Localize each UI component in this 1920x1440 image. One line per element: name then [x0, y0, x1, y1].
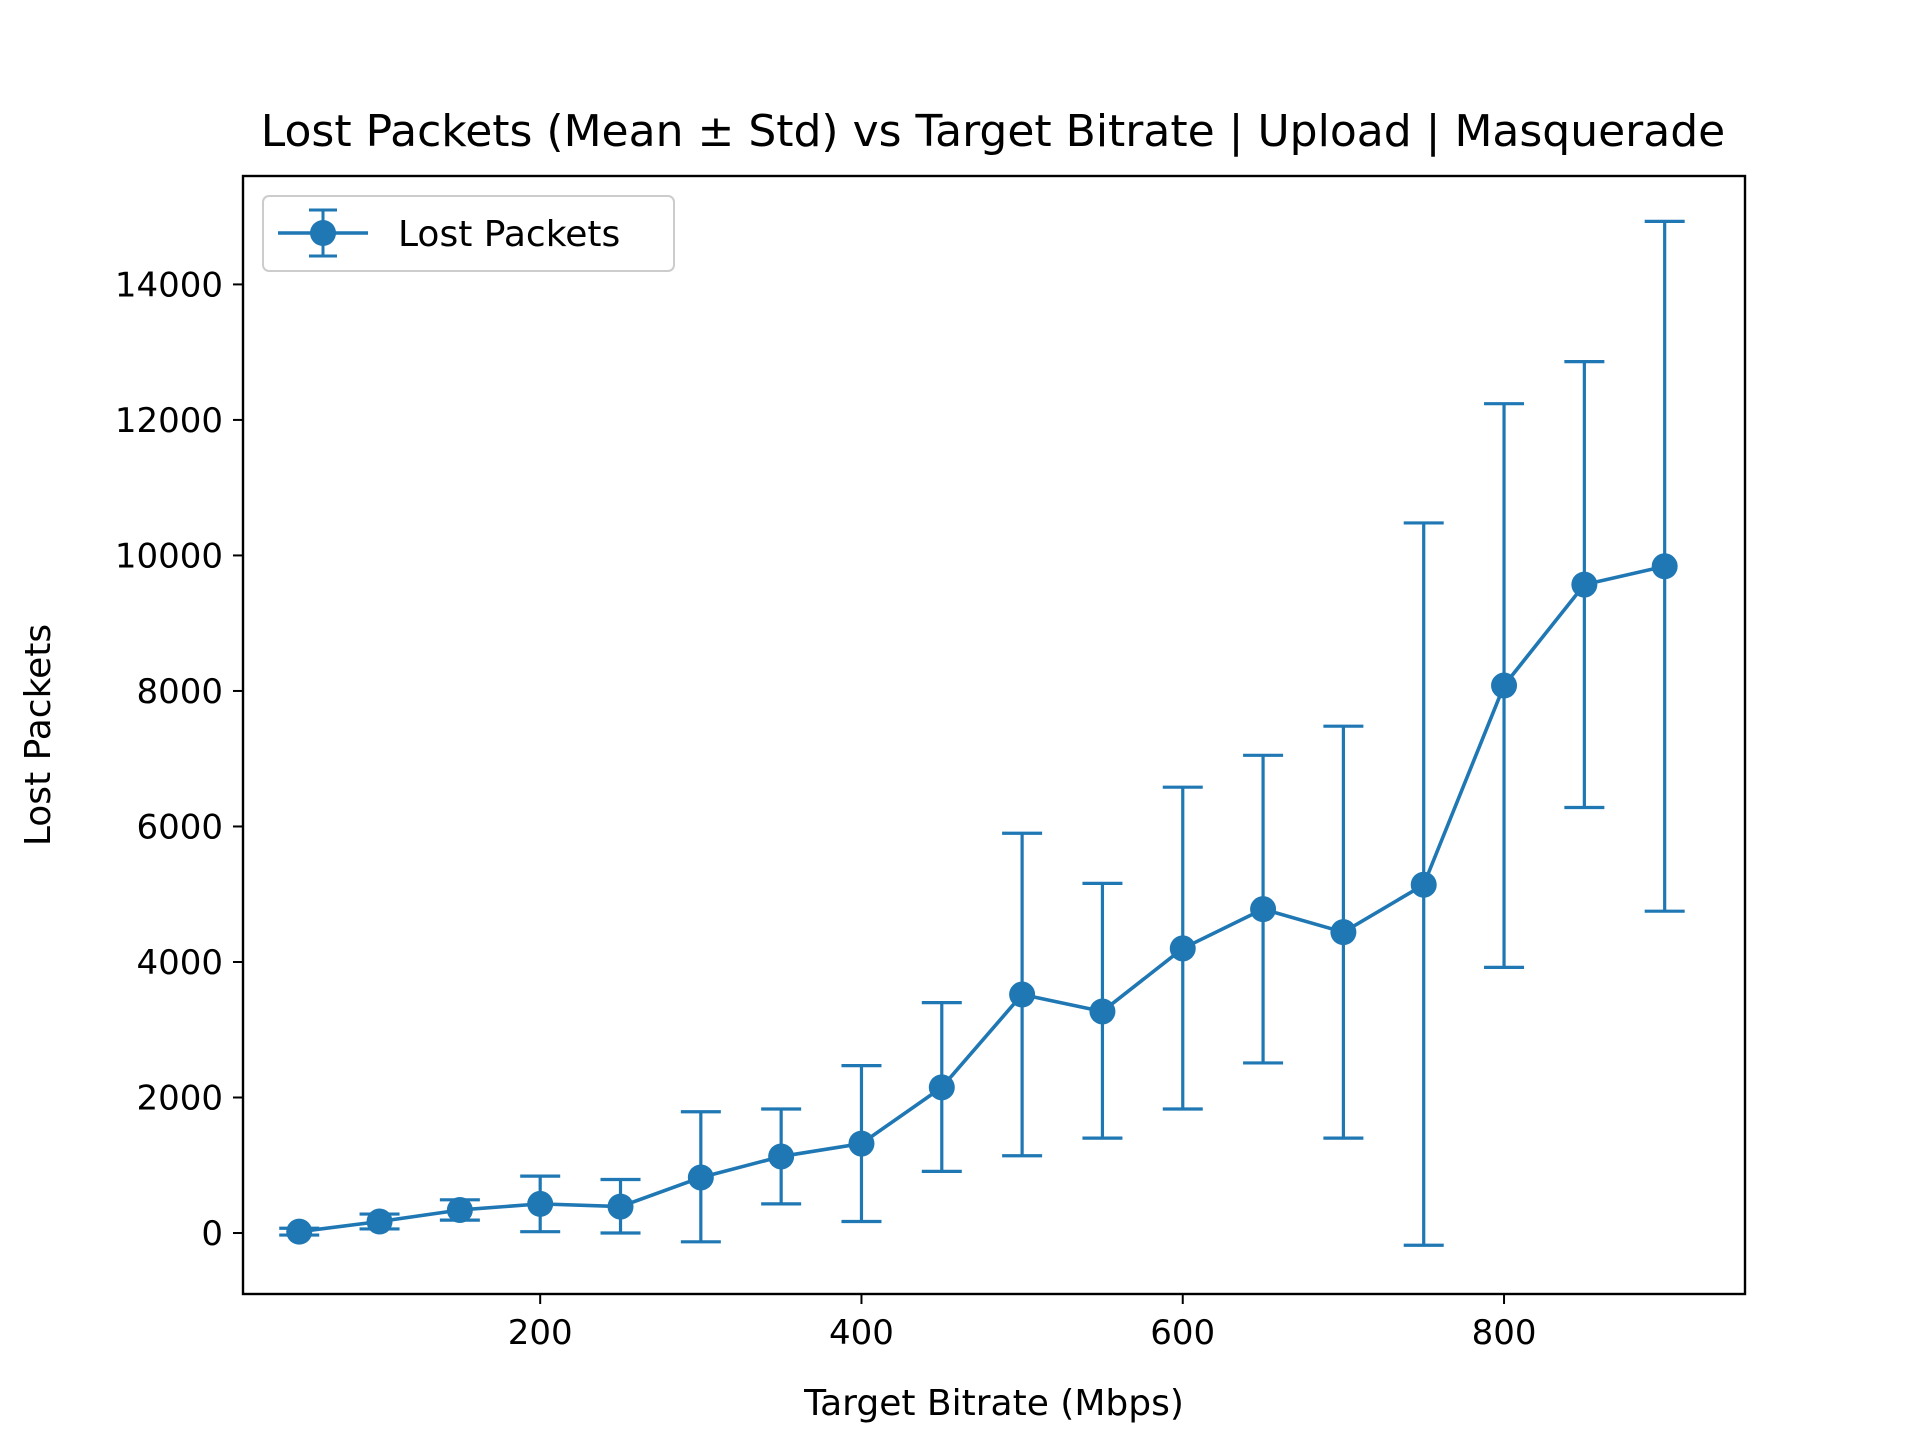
chart-title: Lost Packets (Mean ± Std) vs Target Bitr…	[261, 106, 1725, 157]
legend-label: Lost Packets	[398, 214, 620, 255]
legend-marker	[310, 220, 336, 246]
x-tick-label: 800	[1472, 1313, 1537, 1353]
data-point	[446, 1196, 473, 1223]
data-point	[928, 1074, 955, 1101]
series-line	[298, 564, 1666, 1234]
data-point	[286, 1218, 313, 1245]
y-tick-label: 14000	[115, 265, 223, 305]
plot-frame	[241, 174, 1747, 1296]
legend: Lost Packets	[262, 195, 675, 272]
x-tick-label: 600	[1150, 1313, 1215, 1353]
data-point	[1089, 998, 1116, 1025]
data-point	[1169, 935, 1196, 962]
plot-area	[279, 219, 1685, 1247]
data-point	[1571, 571, 1598, 598]
data-point	[1491, 672, 1518, 699]
data-point	[1330, 919, 1357, 946]
data-point	[687, 1164, 714, 1191]
y-tick-label: 12000	[115, 401, 223, 441]
y-tick-label: 8000	[136, 672, 223, 712]
y-tick-label: 0	[201, 1214, 223, 1254]
data-point	[1009, 981, 1036, 1008]
data-point	[527, 1190, 554, 1217]
y-tick-label: 10000	[115, 536, 223, 576]
axis-ticks: 200 400 600 8000200040006000800010000120001…	[115, 265, 1537, 1353]
data-point	[1410, 871, 1437, 898]
y-tick-label: 2000	[136, 1079, 223, 1119]
legend-box	[262, 195, 675, 272]
y-axis-label: Lost Packets	[18, 624, 59, 846]
x-tick-label: 200	[508, 1313, 573, 1353]
data-point	[366, 1208, 393, 1235]
data-point	[1250, 896, 1277, 923]
data-point	[607, 1193, 634, 1220]
data-point	[768, 1143, 795, 1170]
x-axis-label: Target Bitrate (Mbps)	[803, 1383, 1184, 1424]
data-point	[848, 1130, 875, 1157]
y-tick-label: 6000	[136, 807, 223, 847]
y-tick-label: 4000	[136, 943, 223, 983]
x-tick-label: 400	[829, 1313, 894, 1353]
data-point	[1651, 553, 1678, 580]
